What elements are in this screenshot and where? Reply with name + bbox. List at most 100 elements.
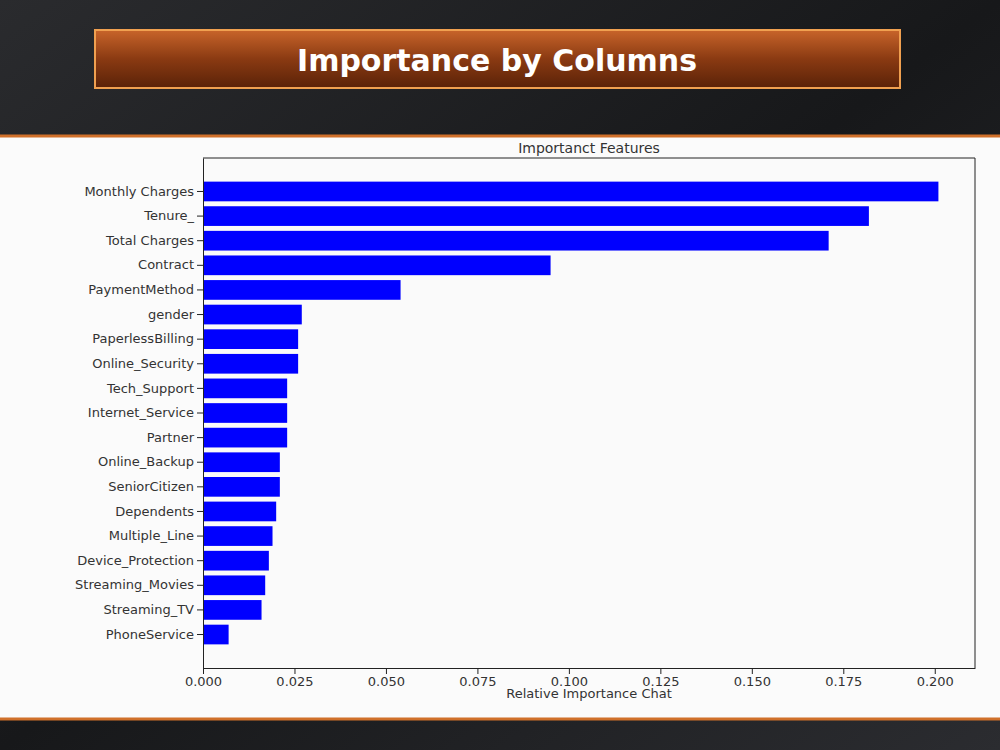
bar [203, 379, 287, 399]
y-tick-mark [197, 560, 203, 561]
y-tick: Device_Protection [77, 553, 203, 568]
background [0, 0, 1000, 750]
title-banner [95, 30, 900, 88]
y-tick-label: gender [148, 307, 195, 322]
frame [203, 158, 975, 159]
x-tick-mark [294, 668, 295, 674]
x-tick: 0.150 [734, 668, 771, 689]
x-tick: 0.175 [825, 668, 862, 689]
y-tick-label: PaperlessBilling [92, 331, 194, 346]
y-tick-mark [197, 486, 203, 487]
y-tick: Online_Security [92, 356, 203, 371]
y-tick-label: Total Charges [105, 233, 194, 248]
y-tick-mark [197, 609, 203, 610]
y-tick: PaperlessBilling [92, 331, 203, 346]
bar [203, 329, 298, 349]
y-tick-mark [197, 339, 203, 340]
x-tick: 0.000 [185, 668, 222, 689]
plot-area [203, 158, 975, 668]
y-tick-label: Streaming_Movies [75, 577, 194, 592]
y-tick: Streaming_Movies [75, 577, 203, 592]
y-tick: Tech_Support [106, 381, 203, 396]
y-tick-label: Tenure_ [143, 208, 194, 223]
bar [203, 280, 401, 300]
y-tick: Dependents [115, 504, 203, 519]
y-tick-label: Tech_Support [106, 381, 194, 396]
bar [203, 477, 280, 497]
y-tick-mark [197, 388, 203, 389]
bar [203, 452, 280, 472]
y-tick-label: Multiple_Line [109, 528, 194, 543]
y-tick-mark [197, 536, 203, 537]
bar [203, 575, 265, 595]
y-axis-line [203, 159, 204, 669]
y-tick: Tenure_ [143, 208, 203, 223]
x-tick-mark [386, 668, 387, 674]
y-tick: Online_Backup [98, 454, 203, 469]
y-tick-mark [197, 191, 203, 192]
y-tick-label: Streaming_TV [104, 602, 195, 617]
y-tick: Total Charges [105, 233, 203, 248]
y-tick: PhoneService [106, 627, 203, 642]
slide: Importance by Columns 0.000 0.025 0.050 0.07… [0, 0, 1000, 750]
y-tick: Contract [138, 257, 203, 272]
x-tick: 0.200 [917, 668, 954, 689]
y-tick-label: Dependents [115, 504, 194, 519]
chart-panel [0, 137, 1000, 718]
bars [203, 182, 938, 645]
x-tick-label: 0.050 [368, 674, 405, 689]
x-axis-title: Relative Importance Chat [506, 686, 672, 701]
y-tick-mark [197, 585, 203, 586]
bar [203, 354, 298, 374]
y-tick-mark [197, 437, 203, 438]
x-tick-mark [477, 668, 478, 674]
x-tick: 0.075 [459, 668, 496, 689]
x-tick-mark [935, 668, 936, 674]
bar [203, 255, 551, 275]
y-tick: Internet_Service [88, 405, 203, 420]
y-axis: Monthly Charges Tenure_ Total Charges Contr… [75, 159, 203, 669]
y-tick-label: PhoneService [106, 627, 194, 642]
y-tick-mark [197, 265, 203, 266]
bar [203, 625, 229, 645]
panel-edge [0, 135, 1000, 138]
slide-title: Importance by Columns [297, 43, 697, 78]
x-tick-mark [752, 668, 753, 674]
x-tick-label: 0.000 [185, 674, 222, 689]
bar [203, 428, 287, 448]
y-tick-label: Partner [147, 430, 195, 445]
y-tick-mark [197, 511, 203, 512]
x-tick-mark [660, 668, 661, 674]
bar [203, 231, 829, 251]
y-tick: PaymentMethod [88, 282, 203, 297]
y-tick-label: Device_Protection [77, 553, 194, 568]
bar [203, 600, 262, 620]
x-axis-line [204, 668, 976, 669]
y-tick-mark [197, 634, 203, 635]
y-tick-mark [197, 462, 203, 463]
y-tick: Multiple_Line [109, 528, 203, 543]
y-tick-label: PaymentMethod [88, 282, 194, 297]
chart-title: Importanct Features [518, 140, 660, 156]
y-tick-mark [197, 363, 203, 364]
y-tick-label: Contract [138, 257, 194, 272]
y-tick-label: Online_Security [92, 356, 194, 371]
bar [203, 182, 938, 202]
x-tick: 0.025 [276, 668, 313, 689]
y-tick: Partner [147, 430, 203, 445]
x-tick-label: 0.150 [734, 674, 771, 689]
y-tick-label: Internet_Service [88, 405, 194, 420]
x-tick-label: 0.175 [825, 674, 862, 689]
bar [203, 403, 287, 423]
x-tick: 0.050 [368, 668, 405, 689]
x-tick-mark [203, 668, 204, 674]
bar [203, 551, 269, 571]
y-tick: SeniorCitizen [108, 479, 203, 494]
y-tick-mark [197, 216, 203, 217]
y-tick-mark [197, 289, 203, 290]
y-tick: Monthly Charges [84, 184, 203, 199]
y-tick-label: Monthly Charges [84, 184, 194, 199]
panel-edge [0, 718, 1000, 721]
y-tick-mark [197, 240, 203, 241]
bar [203, 305, 302, 325]
